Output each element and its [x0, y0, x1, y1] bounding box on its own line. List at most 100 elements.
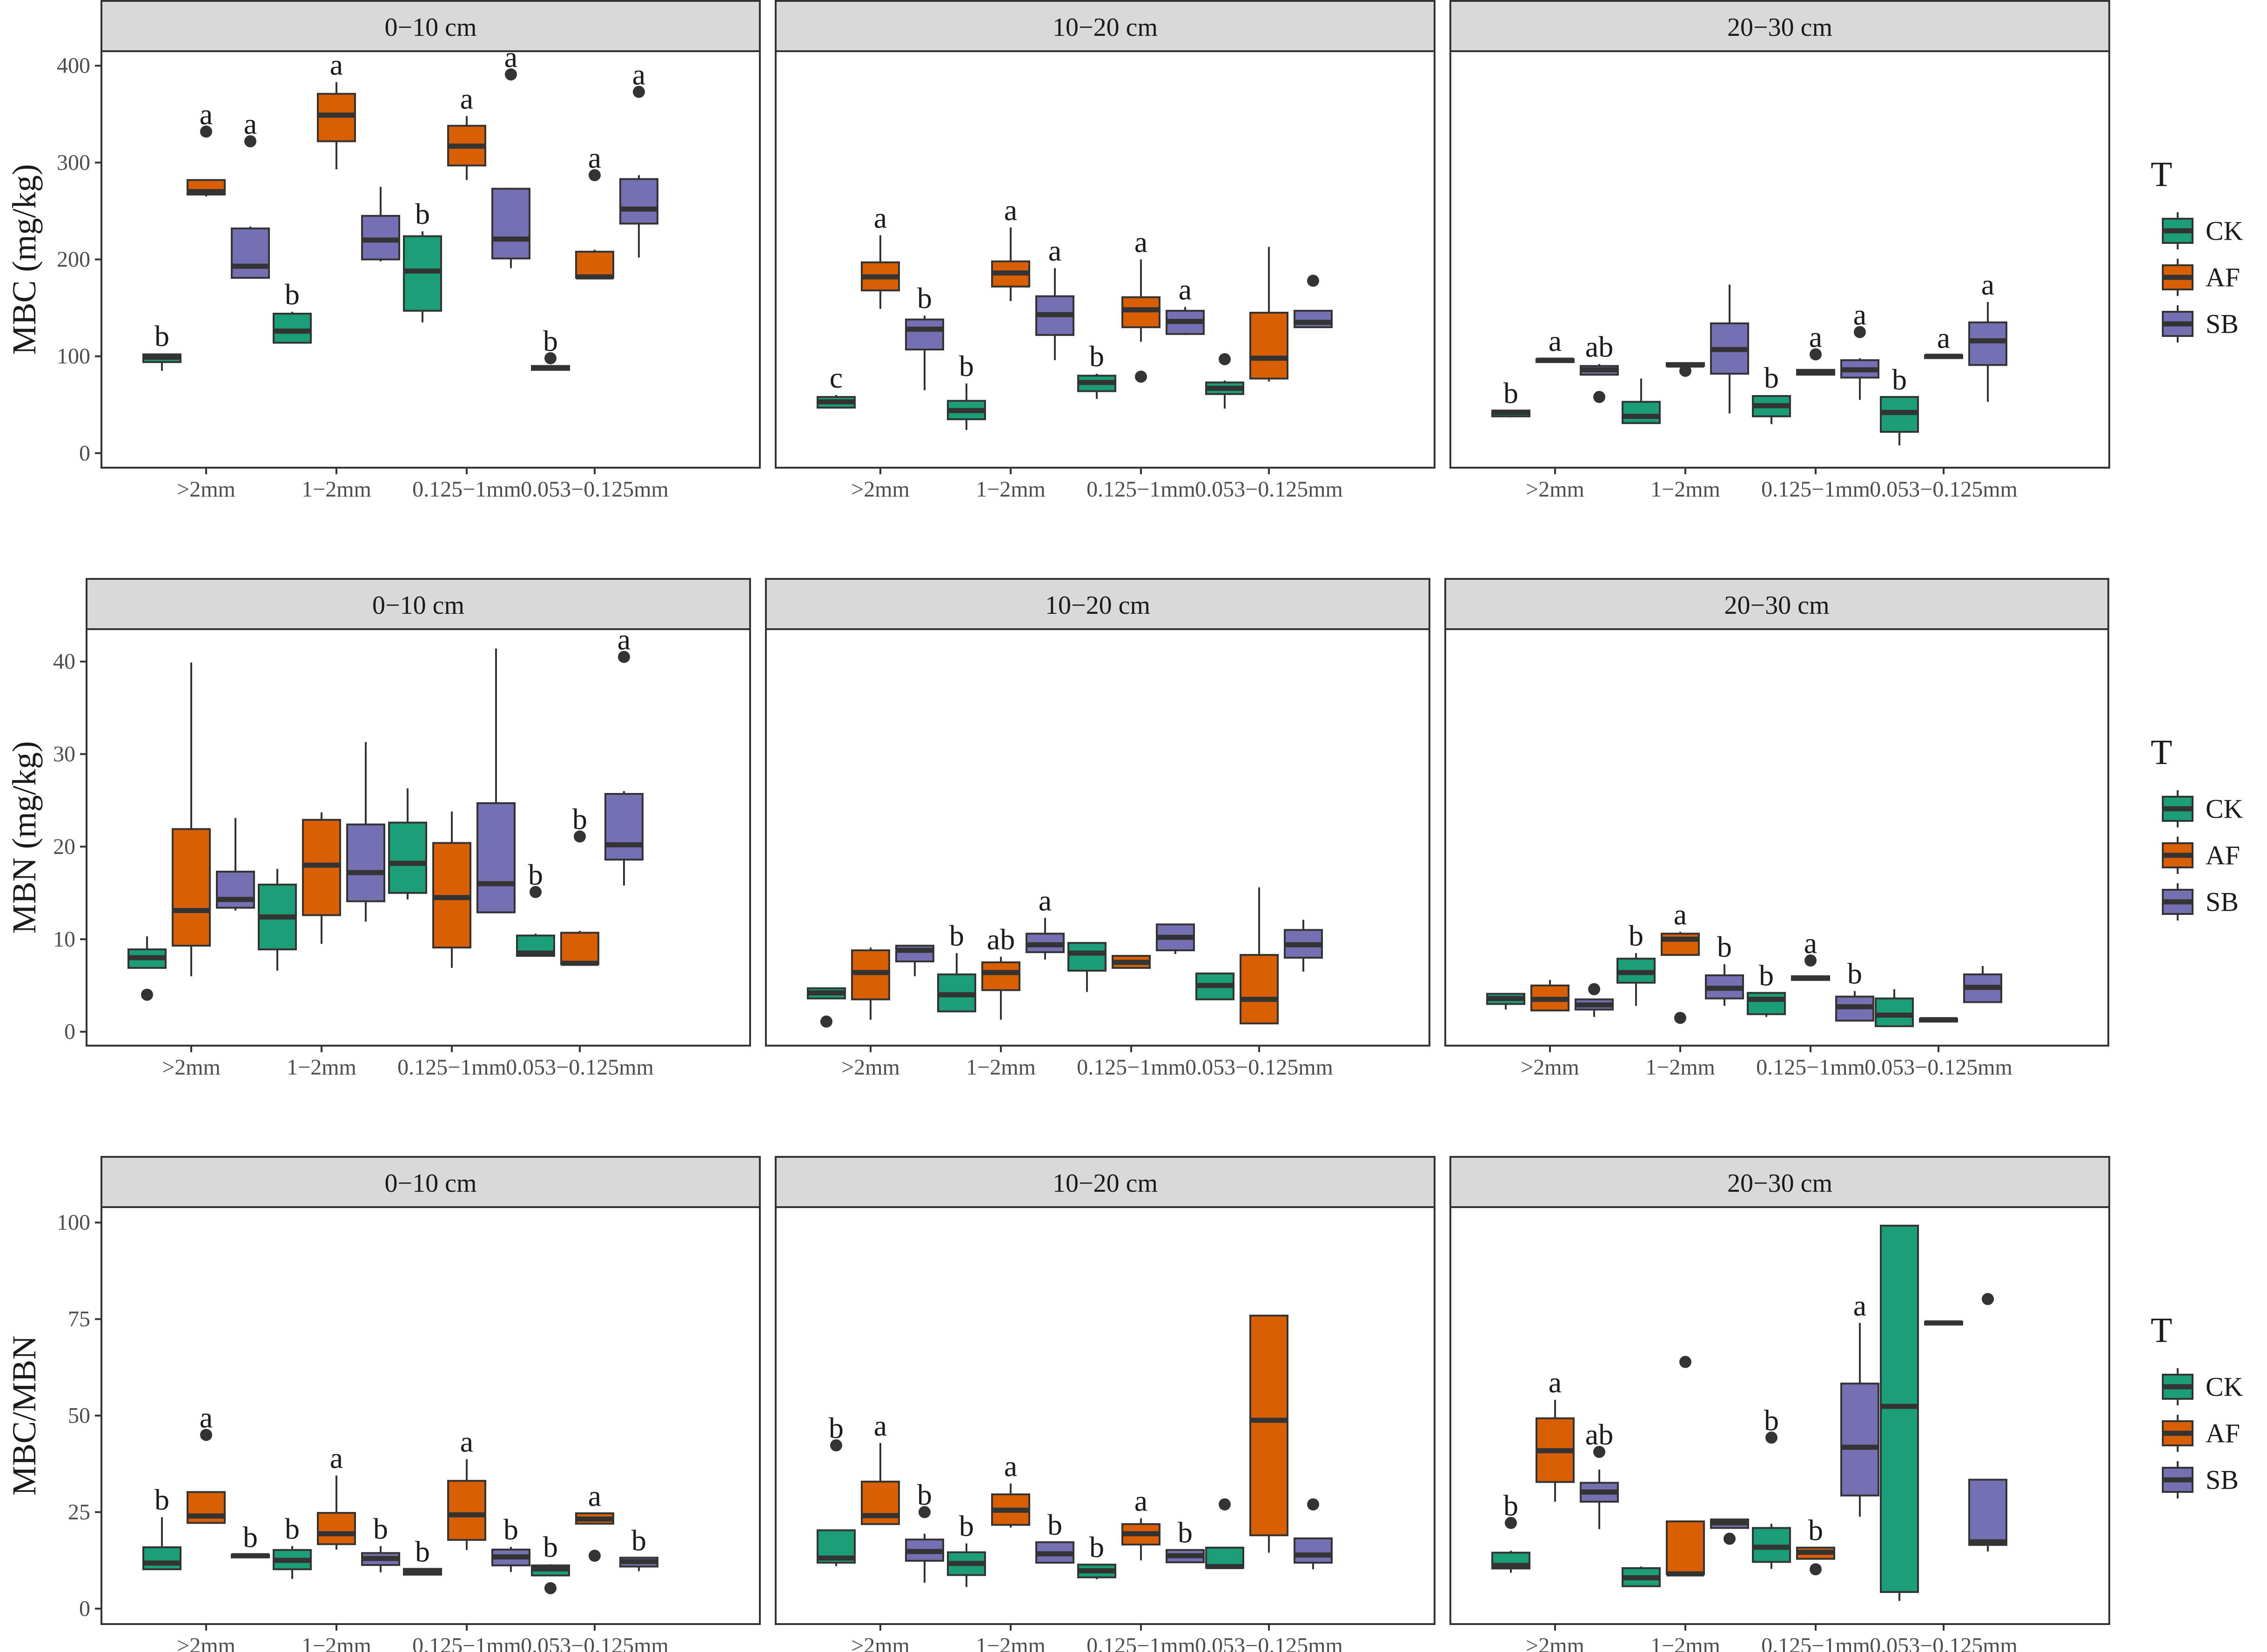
significance-letter: a [200, 98, 213, 131]
significance-letter: b [1047, 1508, 1062, 1541]
significance-letter: b [415, 197, 430, 230]
y-tick-label: 20 [53, 834, 75, 859]
significance-letter: a [1004, 1450, 1017, 1483]
legend-label: AF [2206, 840, 2240, 871]
significance-letter: b [1178, 1516, 1193, 1549]
outlier-point [1674, 1012, 1686, 1024]
outlier-point [1724, 1532, 1736, 1545]
significance-letter: a [617, 623, 630, 656]
significance-letter: a [1134, 226, 1147, 259]
x-tick-label: 0.053−0.125mm [506, 1055, 654, 1080]
legend-title: T [2151, 733, 2172, 772]
significance-letter: a [1853, 1289, 1866, 1322]
significance-letter: c [830, 361, 843, 394]
facet-strip [86, 578, 751, 630]
significance-letter: b [572, 803, 587, 836]
significance-letter: a [200, 1401, 213, 1434]
legend-key-sb: SB [2162, 1461, 2239, 1498]
box-ck: b [947, 349, 986, 430]
significance-letter: a [588, 141, 601, 174]
box-af [1249, 1315, 1288, 1553]
legend-key-sb: SB [2162, 883, 2239, 920]
plot-panel [775, 50, 1435, 469]
box-ck [258, 869, 297, 971]
box-ck [1486, 993, 1525, 1010]
x-tick-label: 0.053−0.125mm [1865, 1055, 2012, 1080]
significance-letter: b [959, 1510, 974, 1543]
facet-strip-label: 10−20 cm [1053, 13, 1158, 42]
facet-strip [775, 1156, 1435, 1208]
box-ck: b [1616, 919, 1656, 1006]
significance-letter: b [285, 1512, 300, 1545]
significance-letter: b [1089, 340, 1104, 373]
box-af [851, 947, 890, 1020]
box-af [1666, 362, 1705, 377]
significance-letter: a [1179, 273, 1192, 306]
significance-letter: a [460, 1425, 473, 1458]
box-af: a [1536, 324, 1575, 363]
y-axis-title: MBC/MBN [6, 1336, 43, 1496]
significance-letter: a [874, 201, 887, 234]
box-sb: a [1026, 884, 1065, 960]
box-ck: b [937, 919, 976, 1013]
significance-letter: b [285, 278, 300, 311]
outlier-point [618, 651, 630, 663]
y-tick-label: 0 [79, 1596, 90, 1621]
box-ck [1195, 972, 1234, 1001]
chart-row-1: MBN (mg/kg) 0 10 20 30 40 0−10 cm >2mm 1−2mm 0.12… [6, 578, 2243, 1080]
box-af [1919, 1017, 1958, 1023]
significance-letter: a [1134, 1484, 1147, 1518]
legend-label: CK [2206, 794, 2243, 824]
box-ck: b [142, 319, 181, 371]
x-tick-label: 0.125−1mm [1761, 1633, 1870, 1652]
significance-letter: a [1937, 322, 1950, 355]
outlier-point [1679, 1356, 1691, 1368]
facet-panel-0-0: 0−10 cm >2mm 1−2mm 0.125−1mm 0.053−0.125mm b a… [101, 0, 761, 502]
box-ck: c [817, 361, 856, 409]
significance-letter: b [1717, 930, 1732, 963]
significance-letter: b [1503, 376, 1518, 410]
box-af: a [317, 48, 356, 169]
box-iqr [476, 802, 516, 913]
box-af [302, 812, 341, 944]
significance-letter: b [917, 1478, 932, 1511]
box-iqr [1294, 1537, 1333, 1564]
significance-letter: a [1674, 898, 1687, 931]
box-iqr [172, 828, 211, 947]
box-af: a [575, 141, 614, 280]
outlier-point [919, 1506, 931, 1518]
x-tick-label: 0.053−0.125mm [1195, 1633, 1343, 1652]
box-iqr [491, 188, 530, 260]
facet-strip-label: 0−10 cm [372, 591, 464, 620]
box-af: a [861, 201, 900, 309]
significance-letter: b [243, 1521, 258, 1554]
box-sb [1284, 920, 1323, 972]
x-tick-label: >2mm [851, 1633, 910, 1652]
facet-panel-1-0: 0−10 cm >2mm 1−2mm 0.125−1mm 0.053−0.125mm bb… [86, 578, 751, 1080]
x-tick-label: 0.053−0.125mm [1195, 477, 1343, 502]
x-tick-label: 0.125−1mm [412, 477, 521, 502]
box-sb [346, 742, 385, 922]
x-tick-label: 1−2mm [966, 1055, 1036, 1080]
y-tick-label: 100 [57, 1210, 90, 1235]
outlier-point [1307, 1498, 1319, 1511]
x-tick-label: 0.125−1mm [1761, 477, 1870, 502]
y-tick-label: 200 [57, 247, 90, 272]
y-tick-label: 0 [79, 441, 90, 465]
box-sb: b [1166, 1516, 1205, 1564]
box-af [172, 662, 211, 976]
box-af [1666, 1356, 1705, 1577]
facet-strip [1444, 578, 2109, 630]
box-ck [807, 987, 846, 1028]
facet-strip [101, 1156, 761, 1208]
box-sb: b [905, 1478, 944, 1583]
significance-letter: b [1089, 1531, 1104, 1564]
box-af: a [991, 194, 1030, 301]
box-af: a [317, 1442, 356, 1550]
outlier-point [1810, 348, 1822, 361]
legend-label: CK [2206, 1372, 2243, 1402]
box-af: a [861, 1409, 900, 1525]
facet-panel-0-2: 20−30 cm >2mm 1−2mm 0.125−1mm 0.053−0.125mm b… [1449, 0, 2110, 502]
significance-letter: a [244, 107, 257, 141]
box-ck: b [403, 197, 442, 322]
